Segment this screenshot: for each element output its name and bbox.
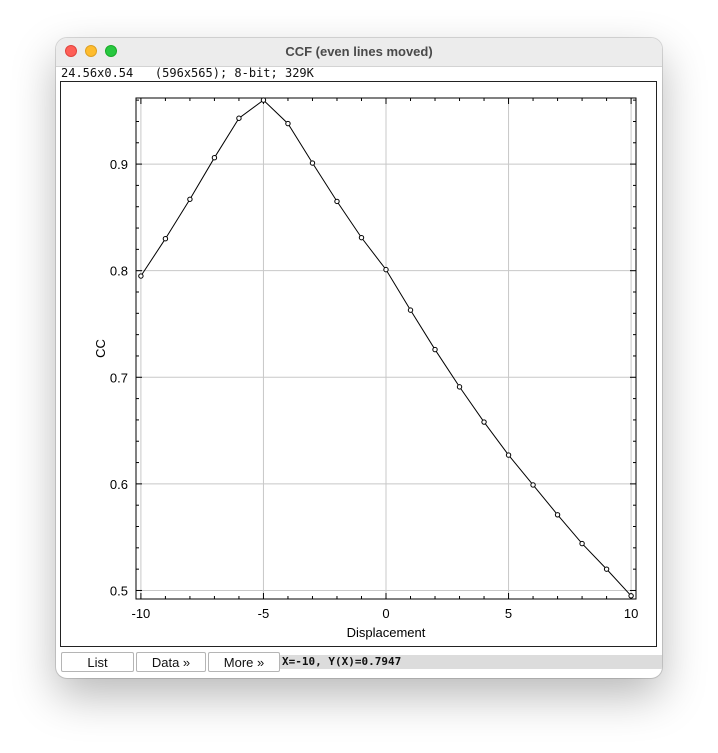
data-point (187, 196, 193, 202)
minimize-window-button[interactable] (85, 45, 97, 57)
ticks-layer (136, 98, 636, 599)
data-point (432, 346, 438, 353)
x-axis-label: Displacement (347, 625, 426, 640)
data-point (211, 154, 218, 161)
data-point (407, 307, 414, 313)
bottom-bar: List Data » More » X=-10, Y(X)=0.7947 (56, 650, 662, 674)
x-tick-label: 5 (505, 606, 512, 621)
data-point (309, 160, 316, 166)
series-layer (138, 97, 634, 599)
data-point (138, 273, 144, 279)
data-point (505, 452, 512, 458)
maximize-window-button[interactable] (105, 45, 117, 57)
x-tick-label: 0 (382, 606, 389, 621)
data-point (628, 593, 634, 599)
data-point (162, 236, 169, 242)
list-button[interactable]: List (61, 652, 134, 672)
data-point (603, 566, 610, 572)
y-tick-label: 0.8 (110, 264, 128, 279)
x-tick-label: -5 (258, 606, 270, 621)
data-point (554, 512, 561, 518)
data-point (530, 482, 536, 488)
x-tick-label: -10 (132, 606, 151, 621)
more-button[interactable]: More » (208, 652, 280, 672)
data-point (579, 540, 585, 547)
data-point (383, 266, 389, 273)
image-info: 24.56x0.54 (596x565); 8-bit; 329K (61, 66, 314, 80)
close-window-button[interactable] (65, 45, 77, 57)
y-tick-label: 0.7 (110, 370, 128, 385)
plot-frame (60, 81, 657, 647)
data-button[interactable]: Data » (136, 652, 206, 672)
ccf-line-chart[interactable]: -10 -5 0 5 10 0.5 0.6 0.7 0.8 0.9 Displacement CC (56, 38, 662, 650)
y-tick-label: 0.9 (110, 157, 128, 172)
y-tick-label: 0.6 (110, 477, 128, 492)
grid-layer (136, 98, 636, 599)
title-bar[interactable]: CCF (even lines moved) (56, 38, 662, 67)
data-point (358, 234, 365, 241)
data-point (260, 97, 267, 103)
data-point (285, 120, 291, 127)
plot-window: CCF (even lines moved) 24.56x0.54 (596x5… (56, 38, 662, 678)
labels-layer: -10 -5 0 5 10 0.5 0.6 0.7 0.8 0.9 Displacement CC (93, 157, 638, 640)
x-tick-label: 10 (624, 606, 638, 621)
y-tick-label: 0.5 (110, 583, 128, 598)
window-title: CCF (even lines moved) (285, 44, 433, 59)
data-point (334, 198, 340, 205)
data-point (456, 384, 463, 390)
data-point (236, 115, 242, 121)
y-axis-label: CC (93, 339, 108, 358)
data-point (481, 419, 487, 425)
cursor-coordinates: X=-10, Y(X)=0.7947 (280, 655, 662, 669)
